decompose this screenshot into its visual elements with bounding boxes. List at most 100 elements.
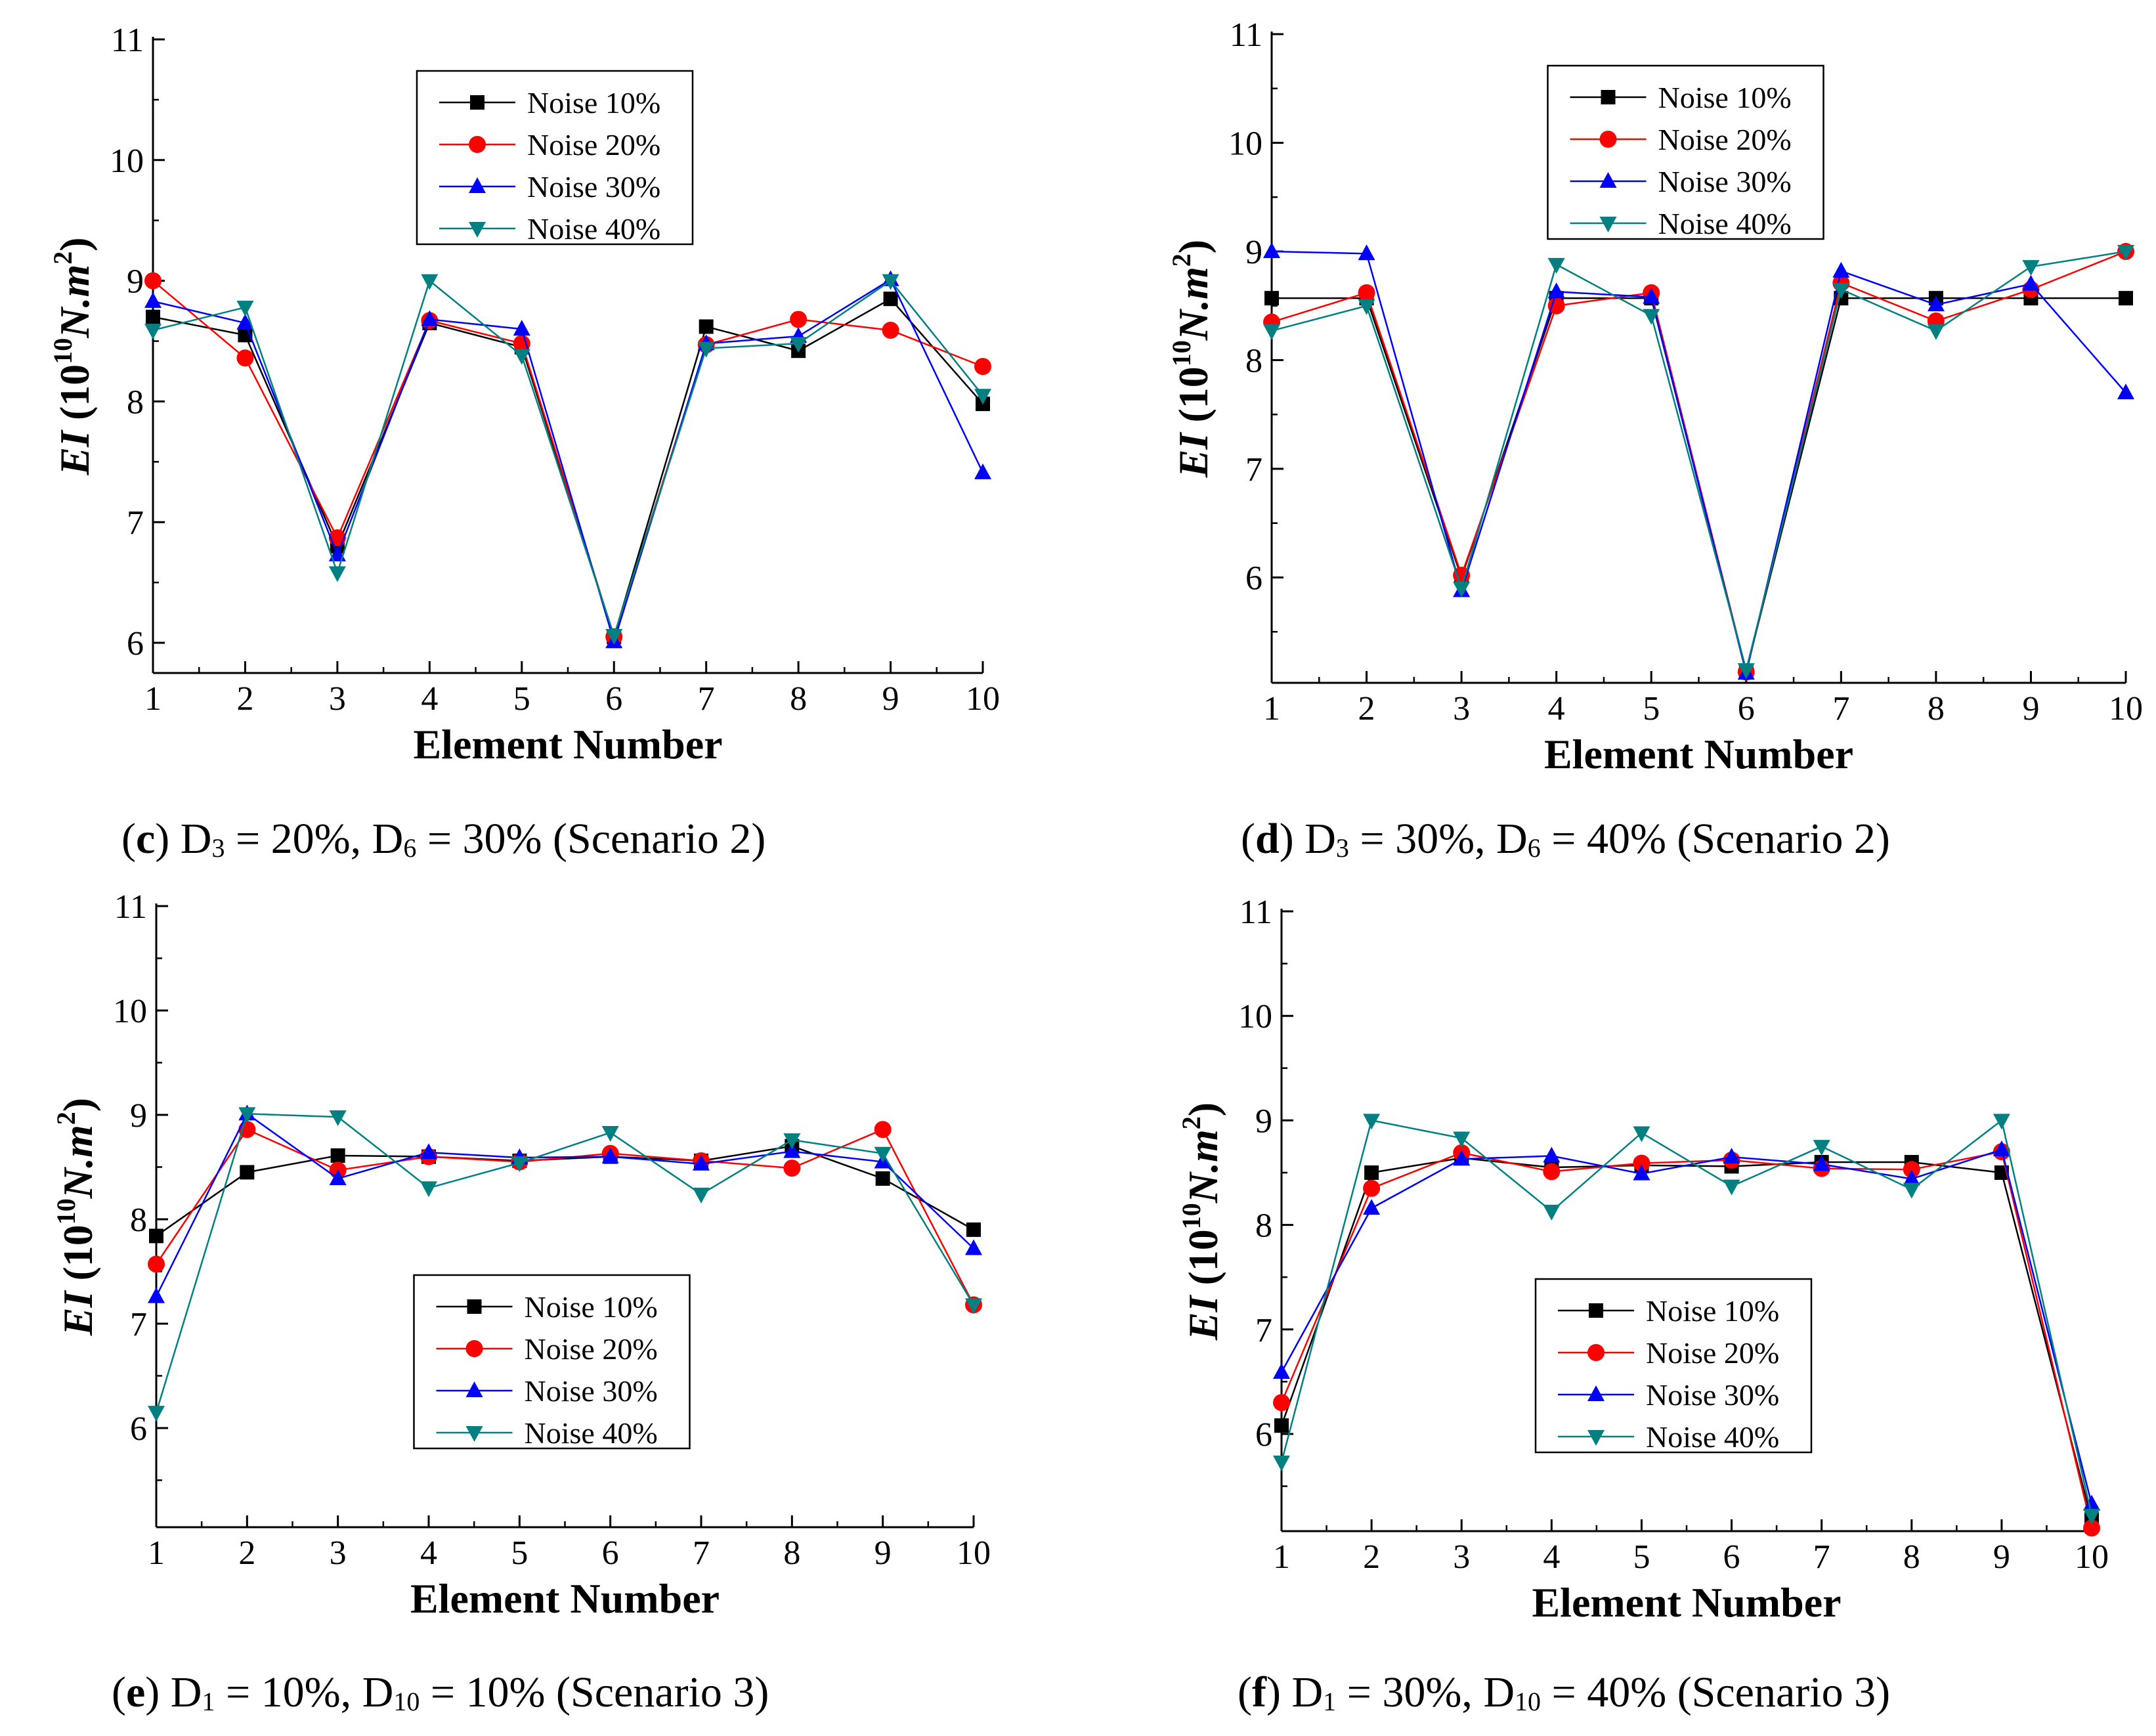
chart-e-data-point (875, 1171, 890, 1186)
chart-c-y-label-close: ) (51, 237, 98, 251)
chart-e-data-point (693, 1187, 710, 1204)
chart-d-x-tick-label: 2 (1358, 690, 1375, 727)
chart-e-y-label-main: EI (54, 1281, 101, 1337)
chart-e-series-1 (149, 1139, 981, 1244)
chart-d-series-2 (1263, 242, 2134, 681)
chart-e-legend-label: Noise 40% (525, 1416, 658, 1450)
chart-e-legend-label: Noise 30% (525, 1374, 658, 1408)
chart-c-x-tick-label: 7 (698, 680, 715, 718)
chart-e-data-point (874, 1121, 892, 1139)
chart-f-x-tick-label: 5 (1633, 1538, 1650, 1576)
chart-d-x-tick-label: 7 (1832, 690, 1849, 727)
chart-d-legend-marker (1601, 90, 1616, 104)
chart-f-data-point (1993, 1114, 2010, 1130)
chart-e-data-point (966, 1222, 981, 1237)
chart-d-data-point (1547, 257, 1565, 274)
chart-d-y-label-unit: (10 (1170, 366, 1217, 422)
chart-c-y-tick-label: 6 (127, 625, 144, 662)
chart-d-x-tick-label: 5 (1643, 690, 1660, 727)
chart-f-series-4 (1273, 1114, 2100, 1525)
chart-f-x-label: Element Number (1532, 1579, 1841, 1626)
chart-f-y-label-tail: N.m (1180, 1129, 1226, 1204)
chart-f-data-point (1903, 1169, 1920, 1186)
chart-f-x-tick-label: 2 (1363, 1538, 1380, 1576)
chart-d-series-line (1271, 250, 2126, 674)
chart-c-data-point (236, 349, 254, 367)
chart-f-y-tick-label: 11 (1240, 894, 1272, 931)
chart-c-x-tick-label: 2 (236, 680, 253, 718)
chart-panel-f: 6 7 8 9 10 11 1 2 3 4 5 6 7 8 9 10 Element Number EI (101… (1078, 867, 2156, 1736)
chart-e-data-point (783, 1142, 801, 1158)
chart-c-legend-box (416, 70, 694, 246)
chart-e-series-3 (148, 1104, 982, 1303)
chart-e-x-label: Element Number (410, 1575, 720, 1622)
chart-f-x-tick-label: 4 (1543, 1538, 1560, 1576)
chart-e-series-line (156, 1145, 974, 1237)
chart-f-data-point (1903, 1161, 1920, 1179)
chart-e-data-point (601, 1126, 619, 1142)
chart-c-data-point (421, 274, 439, 290)
chart-d-data-point (1264, 291, 1279, 306)
chart-c-data-point (699, 319, 714, 334)
chart-c-series-line (152, 297, 983, 640)
chart-e-data-point (148, 1287, 165, 1303)
chart-d-y-tick-label: 10 (1228, 125, 1262, 162)
chart-f-x-tick-label: 7 (1813, 1538, 1830, 1576)
chart-f-data-point (1453, 1131, 1471, 1148)
caption-c: (c) D3 = 20%, D6 = 30% (Scenario 2) (121, 815, 766, 863)
chart-c-x-tick-label: 10 (966, 680, 1000, 718)
chart-d-y-tick-label: 9 (1245, 234, 1262, 271)
chart-panel-e: 6 7 8 9 10 11 1 2 3 4 5 6 7 8 9 10 Element Number EI (101… (0, 867, 1078, 1736)
chart-d-y-label-close: ) (1170, 240, 1217, 253)
chart-f-y-label: EI (1010N.m2) (1176, 1102, 1226, 1341)
chart-d-data-point (1263, 324, 1280, 340)
chart-d-y-label-exp2: 2 (1167, 253, 1196, 267)
chart-f-y-label-unit: (10 (1180, 1229, 1226, 1285)
chart-d-y-tick-label: 7 (1245, 451, 1262, 488)
chart-c-data-point (697, 341, 715, 358)
chart-e-y-tick-label: 10 (113, 993, 147, 1030)
chart-d-data-point (1453, 582, 1471, 598)
chart-c-y-label: EI (1010N.m2) (48, 237, 98, 475)
chart-c-legend-marker (470, 95, 485, 110)
chart-d-data-point (1358, 299, 1375, 315)
chart-d-data-point (2022, 274, 2040, 291)
chart-d-x-tick-label: 6 (1738, 690, 1755, 727)
chart-c-y-label-exp: 10 (48, 338, 77, 364)
chart-f-data-point (1273, 1394, 1290, 1412)
chart-d-data-point (1547, 282, 1565, 299)
chart-e-series-line (155, 1112, 974, 1297)
chart-c-data-point (421, 310, 439, 326)
chart-e-x-tick-label: 10 (957, 1534, 991, 1572)
chart-c-data-point (144, 272, 162, 290)
chart-e-data-point (329, 1110, 347, 1127)
chart-d-series-4 (1263, 244, 2134, 680)
chart-e-series-line (155, 1113, 975, 1413)
chart-d-y-label-exp: 10 (1167, 340, 1196, 366)
chart-f-data-point (1723, 1179, 1740, 1196)
chart-d-x-tick-label: 4 (1548, 690, 1565, 727)
chart-e-y-tick-label: 8 (130, 1202, 147, 1239)
chart-c-data-point (236, 313, 254, 330)
chart-c-y-label-exp2: 2 (48, 251, 77, 265)
chart-f-data-point (1363, 1179, 1381, 1197)
chart-d-data-point (1358, 244, 1375, 261)
chart-c-legend-label: Noise 10% (527, 86, 660, 119)
chart-f-series-line (1280, 1150, 2093, 1529)
caption-f: (f) D1 = 30%, D10 = 40% (Scenario 3) (1238, 1668, 1891, 1716)
chart-d-legend-label: Noise 20% (1658, 123, 1792, 156)
chart-c-x-tick-label: 6 (605, 680, 622, 718)
chart-e-data-point (240, 1165, 255, 1180)
chart-f-data-point (1633, 1164, 1650, 1181)
chart-d-y-tick-label: 6 (1245, 559, 1262, 597)
chart-f-series-line (1280, 1148, 2093, 1504)
chart-f-data-point (1363, 1199, 1381, 1215)
caption-e: (e) D1 = 10%, D10 = 10% (Scenario 3) (112, 1668, 769, 1716)
chart-d-y-label-tail: N.m (1170, 267, 1217, 341)
chart-f-legend-marker (1587, 1344, 1605, 1361)
chart-c-x-tick-label: 1 (144, 680, 162, 718)
chart-f-y-tick-label: 7 (1255, 1312, 1272, 1349)
chart-c-y-tick-label: 10 (110, 142, 144, 180)
chart-e-x-tick-label: 1 (148, 1534, 165, 1572)
